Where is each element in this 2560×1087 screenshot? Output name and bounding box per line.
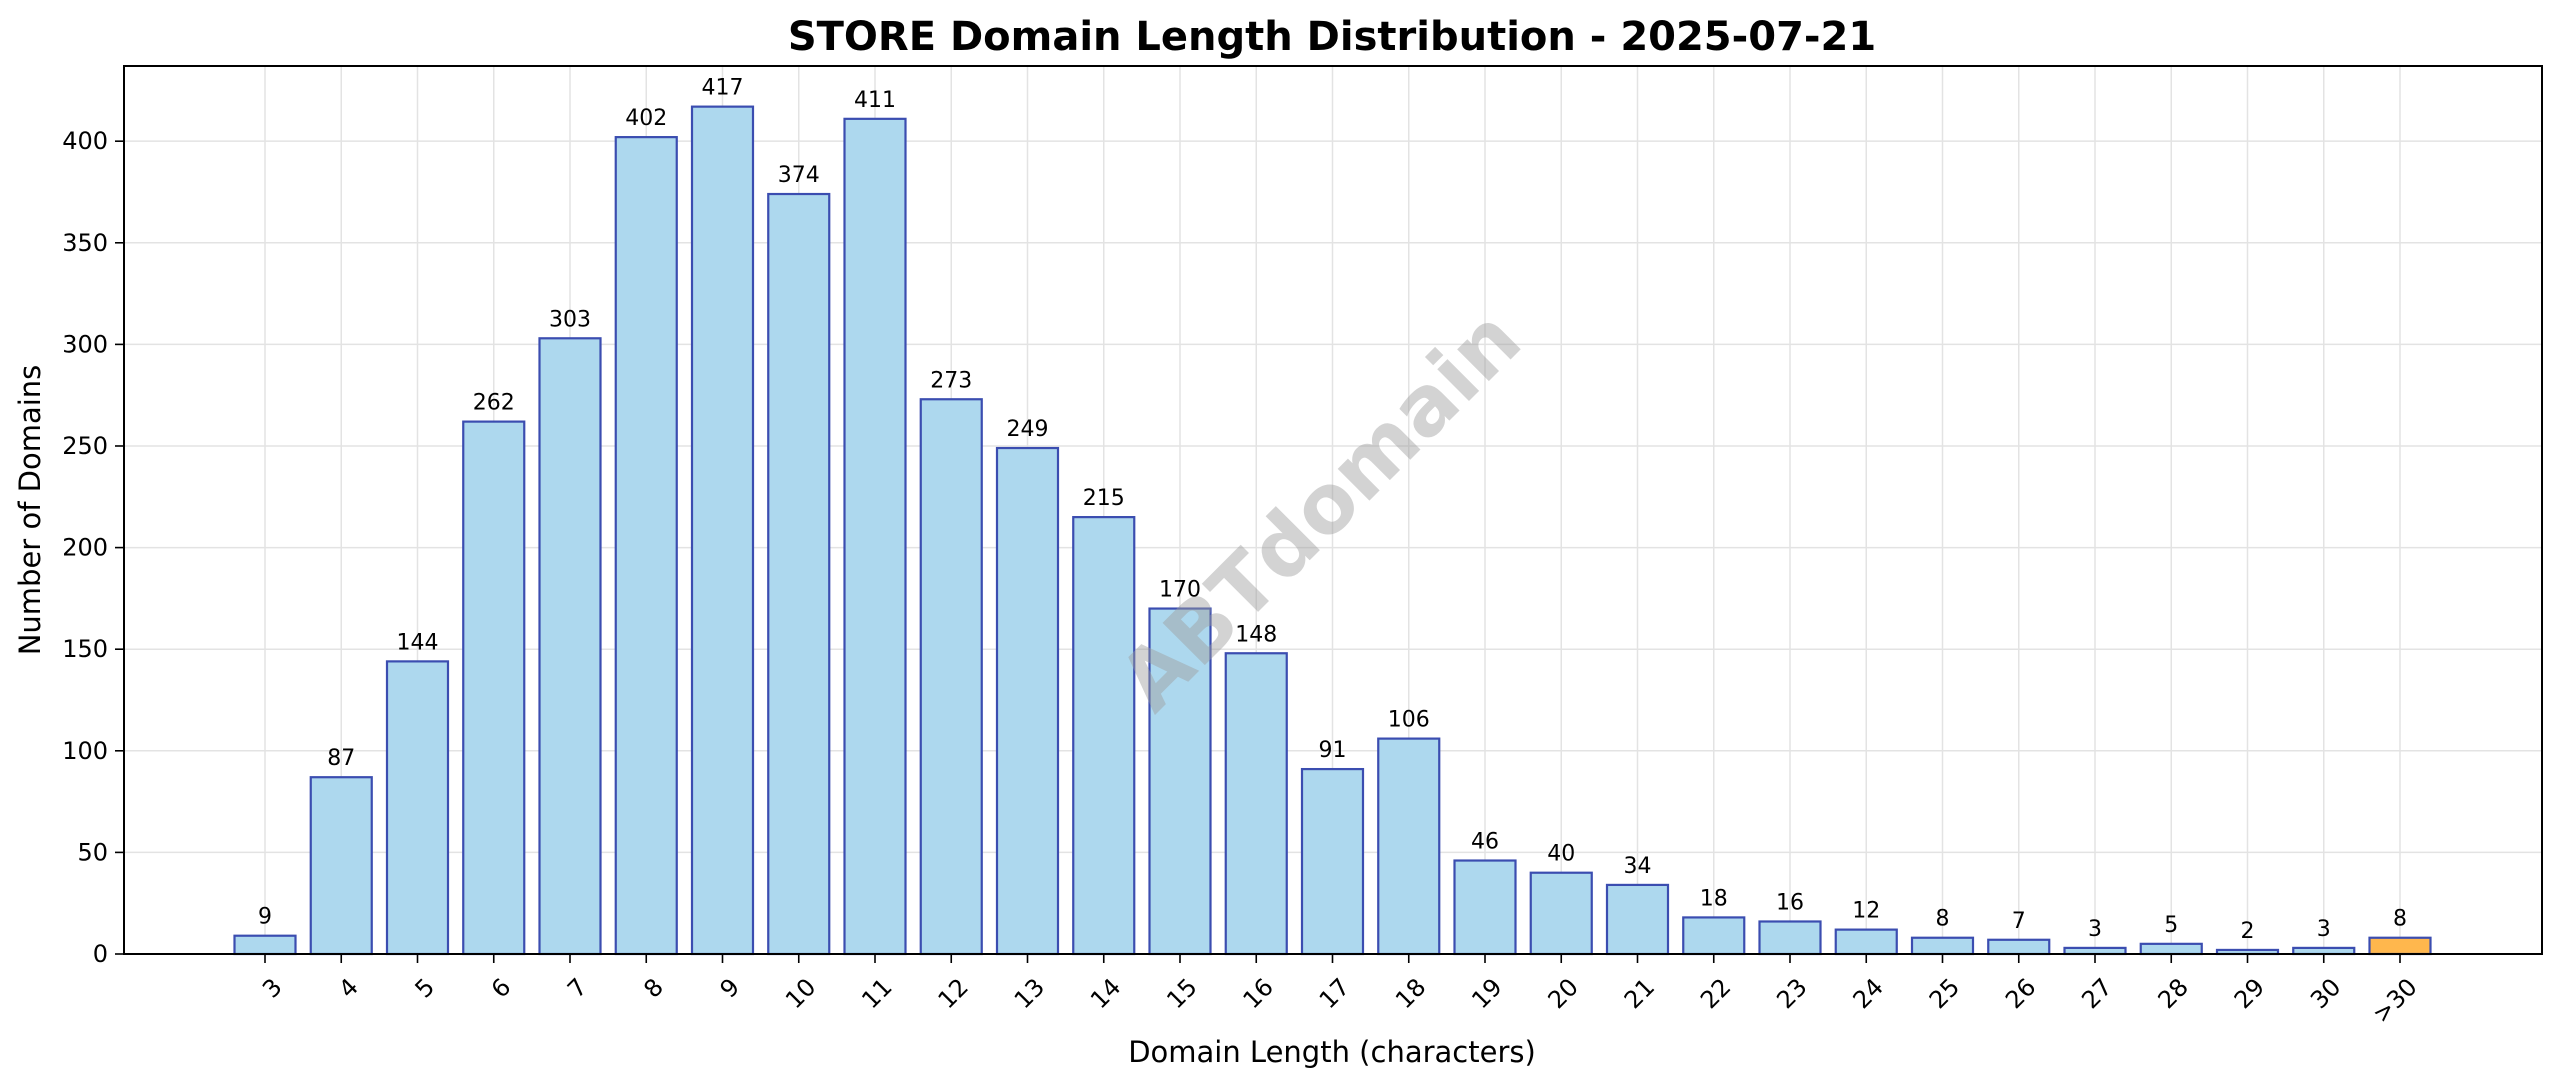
- bar: [1377, 737, 1441, 956]
- data-label: 417: [702, 76, 744, 101]
- data-label: 5: [2164, 913, 2178, 938]
- data-label: 144: [397, 630, 439, 655]
- bar: [1300, 767, 1365, 956]
- data-label: 106: [1388, 708, 1430, 733]
- y-axis-ticks: 0 50 100 150 200 250 300 350 400: [62, 127, 124, 968]
- y-tick-label: 350: [62, 229, 108, 257]
- bar: [995, 446, 1060, 956]
- data-label: 3: [2088, 917, 2102, 942]
- y-tick-label: 400: [62, 127, 108, 155]
- data-label: 16: [1776, 890, 1804, 915]
- y-tick-label: 50: [77, 838, 108, 866]
- y-axis-label: Number of Domains: [13, 365, 47, 656]
- data-label: 12: [1852, 899, 1880, 924]
- bar: [1910, 936, 1975, 956]
- data-label: 3: [2317, 917, 2331, 942]
- chart-title: STORE Domain Length Distribution - 2025-…: [788, 14, 1876, 60]
- bar: [843, 117, 907, 956]
- y-tick-label: 0: [93, 940, 108, 968]
- x-axis-label: Domain Length (characters): [1128, 1035, 1536, 1069]
- data-label: 249: [1007, 417, 1049, 442]
- data-label: 262: [473, 391, 515, 416]
- data-label: 170: [1159, 578, 1201, 603]
- data-label: 18: [1700, 886, 1728, 911]
- y-tick-label: 250: [62, 432, 108, 460]
- bar: [233, 934, 297, 956]
- bar: [1605, 883, 1670, 956]
- data-labels: 9871442623034024173744112732492151701489…: [258, 76, 2407, 944]
- bar: [1072, 516, 1136, 956]
- data-label: 87: [327, 746, 355, 771]
- data-label: 40: [1547, 842, 1575, 867]
- data-label: 46: [1471, 830, 1499, 855]
- data-label: 273: [930, 368, 972, 393]
- data-label: 374: [778, 163, 820, 188]
- bar: [1682, 916, 1746, 956]
- y-tick-label: 100: [62, 737, 108, 765]
- bar: [614, 136, 678, 956]
- bar: [1529, 871, 1593, 956]
- data-label: 8: [1936, 907, 1950, 932]
- data-label: 215: [1083, 486, 1125, 511]
- data-label: 2: [2241, 919, 2255, 944]
- bar: [767, 192, 831, 956]
- data-label: 7: [2012, 909, 2026, 934]
- bar: [2368, 936, 2432, 956]
- bar: [309, 776, 373, 956]
- y-tick-label: 200: [62, 534, 108, 562]
- bar: [1453, 859, 1517, 956]
- data-label: 411: [854, 88, 896, 113]
- data-label: 34: [1624, 854, 1652, 879]
- data-label: 303: [549, 307, 591, 332]
- bar: [1987, 938, 2051, 956]
- data-label: 8: [2393, 907, 2407, 932]
- bar: [1758, 920, 1822, 956]
- bar: [1834, 928, 1898, 956]
- data-label: 9: [258, 905, 272, 930]
- data-label: 91: [1319, 738, 1347, 763]
- bar: [919, 398, 983, 956]
- bar: [1148, 607, 1212, 956]
- bar: [538, 337, 602, 956]
- bar: [1224, 652, 1288, 956]
- data-label: 148: [1235, 622, 1277, 647]
- y-tick-label: 300: [62, 330, 108, 358]
- bar: [2139, 942, 2203, 956]
- y-tick-label: 150: [62, 635, 108, 663]
- bar: [462, 420, 526, 956]
- data-label: 402: [625, 106, 667, 131]
- bar: [690, 105, 755, 956]
- bar: [385, 660, 450, 956]
